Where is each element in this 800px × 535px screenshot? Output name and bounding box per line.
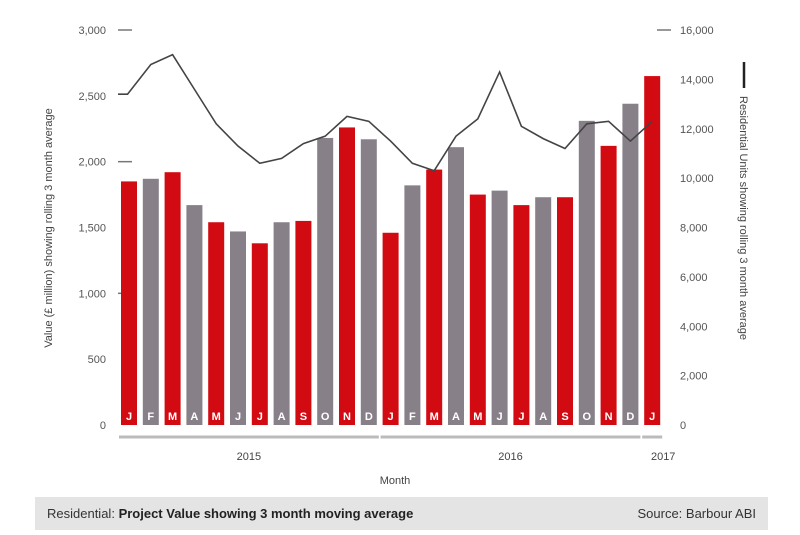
bar <box>251 243 268 425</box>
bar <box>513 205 530 425</box>
bar <box>644 76 661 425</box>
bar <box>208 222 225 425</box>
y2-tick-label: 4,000 <box>680 321 708 333</box>
bar <box>600 145 617 425</box>
year-label: 2016 <box>498 451 522 463</box>
y2-tick-label: 2,000 <box>680 371 708 383</box>
bar-month-label: J <box>518 411 524 423</box>
combo-chart: 0 500 1,000 1,500 2,000 2,500 3,000 0 2,000 4,00… <box>43 25 749 487</box>
bar-month-label: D <box>626 411 634 423</box>
bar-month-label: D <box>365 411 373 423</box>
bar-month-label: J <box>235 411 241 423</box>
bar-month-label: N <box>605 411 613 423</box>
bar-month-label: J <box>388 411 394 423</box>
bar <box>295 220 312 425</box>
y-tick-label: 500 <box>88 354 106 366</box>
y2-tick-label: 12,000 <box>680 124 714 136</box>
bar-month-label: A <box>190 411 198 423</box>
bar <box>535 197 552 425</box>
bar <box>142 178 159 425</box>
year-label: 2017 <box>651 451 675 463</box>
y2-axis-label: Residential Units showing rolling 3 mont… <box>737 96 749 340</box>
bar <box>491 190 508 425</box>
bar <box>339 127 355 425</box>
bar-month-label: N <box>343 411 351 423</box>
y-tick-label: 1,500 <box>78 223 106 235</box>
units-line <box>118 53 653 172</box>
bar <box>426 169 443 425</box>
y2-tick-label: 10,000 <box>680 173 714 185</box>
y2-tick-label: 8,000 <box>680 223 708 235</box>
y-tick-label: 2,000 <box>78 157 106 169</box>
bar-month-label: M <box>430 411 439 423</box>
bar <box>164 172 181 425</box>
bar-month-label: A <box>278 411 286 423</box>
bar-month-label: O <box>583 411 592 423</box>
caption-bar: Residential: Project Value showing 3 mon… <box>35 497 768 530</box>
bar <box>382 232 399 425</box>
bar <box>273 222 290 425</box>
y-tick-label: 0 <box>100 420 106 432</box>
y2-tick-label: 6,000 <box>680 272 708 284</box>
bar-month-label: J <box>497 411 503 423</box>
bar <box>557 197 573 425</box>
caption-source: Source: Barbour ABI <box>637 506 756 521</box>
bar-month-label: M <box>168 411 177 423</box>
bar-month-label: A <box>539 411 547 423</box>
bar-month-label: S <box>300 411 307 423</box>
x-axis-label: Month <box>380 475 411 487</box>
y2-tick-label: 16,000 <box>680 25 714 37</box>
y2-tick-label: 0 <box>680 420 686 432</box>
y-axis-label: Value (£ million) showing rolling 3 mont… <box>43 108 55 347</box>
caption-title: Residential: Project Value showing 3 mon… <box>47 506 413 521</box>
bar <box>622 103 639 425</box>
y-tick-label: 2,500 <box>78 91 106 103</box>
bar <box>230 231 246 425</box>
bar-month-label: M <box>212 411 221 423</box>
bar <box>186 205 203 425</box>
bar-month-label: J <box>257 411 263 423</box>
y-tick-label: 3,000 <box>78 25 106 37</box>
bar-month-label: F <box>409 411 416 423</box>
bar-month-label: J <box>649 411 655 423</box>
y-tick-label: 1,000 <box>78 288 106 300</box>
year-label: 2015 <box>237 451 261 463</box>
bar-month-label: M <box>473 411 482 423</box>
caption-bold: Project Value showing 3 month moving ave… <box>118 506 414 521</box>
caption-prefix: Residential: <box>47 506 115 521</box>
bar-month-label: J <box>126 411 132 423</box>
y2-tick-label: 14,000 <box>680 74 714 86</box>
bar <box>317 137 334 425</box>
bar <box>578 120 595 425</box>
bar-month-label: F <box>147 411 154 423</box>
bar <box>469 194 486 425</box>
bar-month-label: O <box>321 411 330 423</box>
bar <box>404 185 421 425</box>
bar <box>360 139 377 426</box>
bar-month-label: A <box>452 411 460 423</box>
bar-month-label: S <box>561 411 568 423</box>
bar <box>448 147 464 425</box>
bar <box>121 181 137 425</box>
